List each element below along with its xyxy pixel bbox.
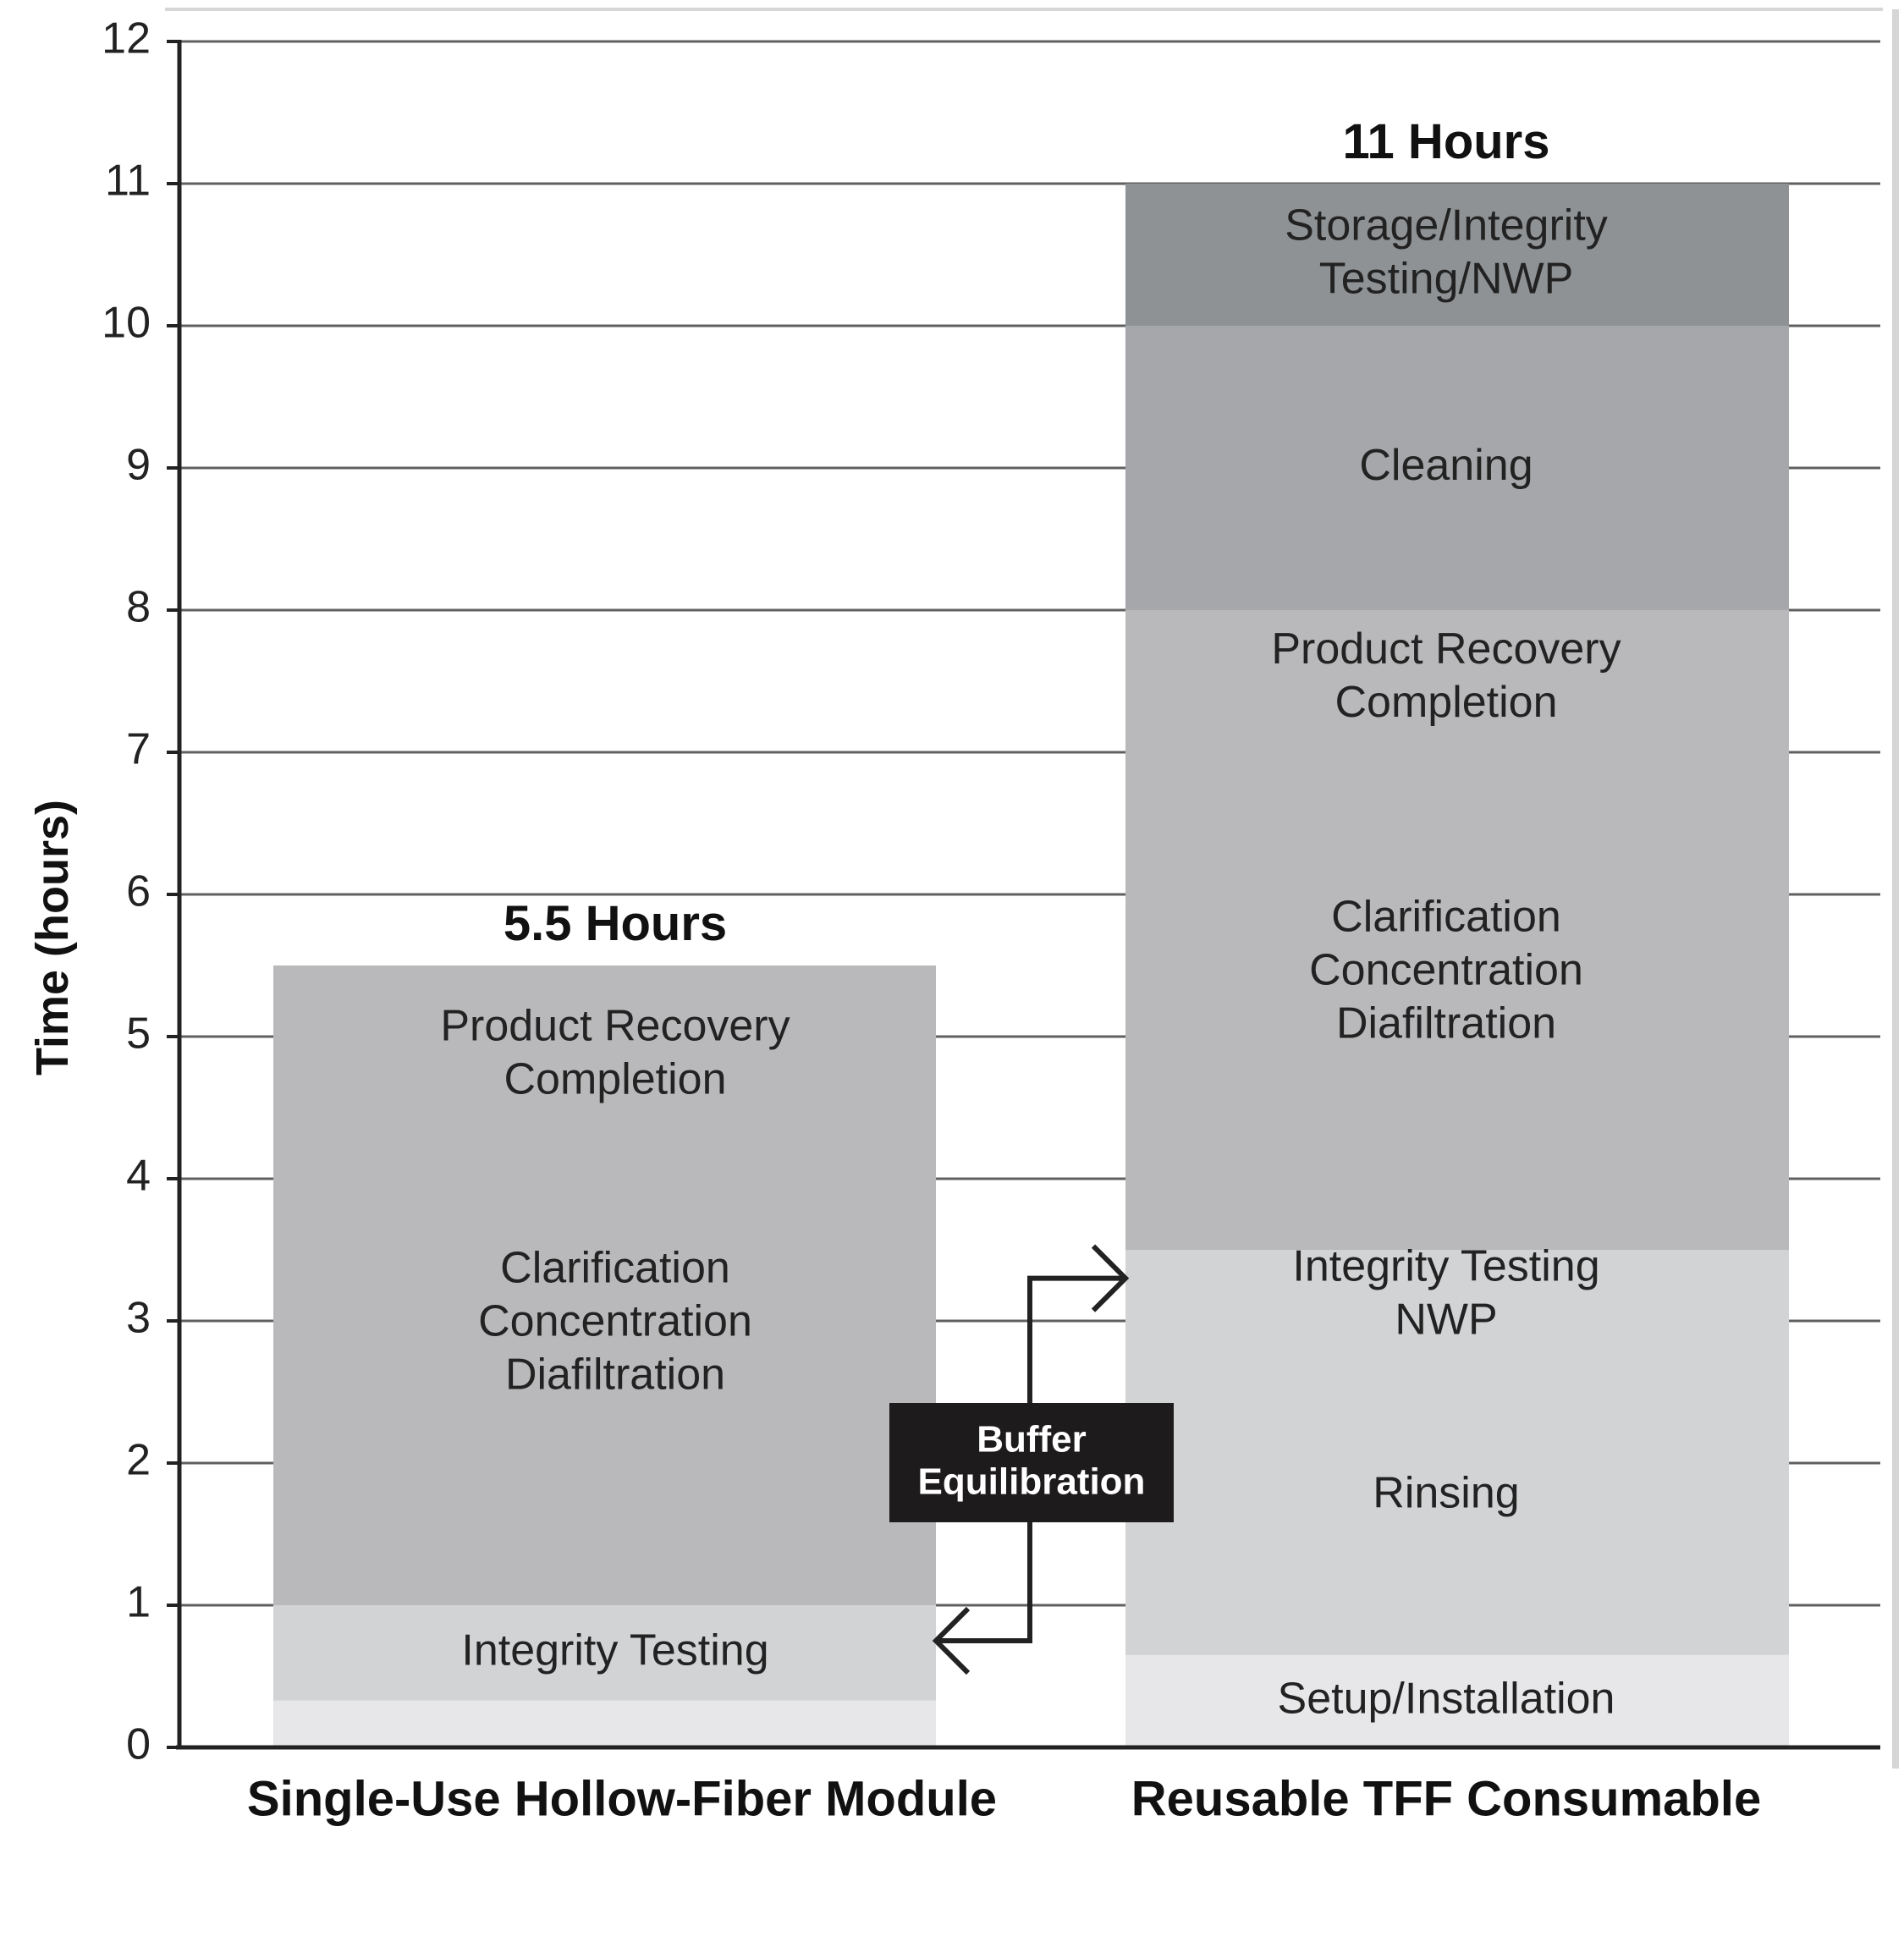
arrowhead-left [932,1606,971,1675]
segment-label-line: Diafiltration [505,1350,725,1399]
bar-segment-2-1 [1125,1654,1789,1747]
y-tick-label-5: 5 [126,1010,151,1059]
segment-label-integrity-testing-2: Integrity Testing NWP [1292,1241,1599,1344]
bar-segment-2-4 [1125,610,1789,1250]
bar-segment-1-2 [273,1605,936,1701]
segment-label-rinsing-2: Rinsing [1373,1468,1519,1517]
bar-segment-2-3 [1125,1250,1789,1463]
arrow-to-single-use [936,1278,1032,1643]
segment-label-clarification-1: Clarification Concentration Diafiltration [478,1243,752,1399]
segment-label-clarification-2: Clarification Concentration Diafiltration [1309,892,1583,1048]
bar-segment-2-7 [1125,184,1789,326]
total-label-2: 11 Hours [1343,114,1550,169]
segment-label-product-recovery-2: Product Recovery Completion [1271,624,1621,727]
segment-label-line: Diafiltration [1336,999,1556,1048]
segment-label-line: Product Recovery [1271,624,1621,674]
bar-segment-2-6 [1125,326,1789,610]
total-labels: 5.5 Hours 11 Hours [504,114,1550,951]
bar-segment-1-1 [273,1700,936,1747]
y-tick-label-8: 8 [126,583,151,632]
y-tick-label-6: 6 [126,867,151,916]
buffer-box [889,1403,1174,1522]
y-tick-label-4: 4 [126,1152,151,1201]
bar-segment-2-2 [1125,1463,1789,1655]
buffer-label: Buffer Equilibration [918,1418,1146,1502]
segment-label-cleaning-2: Cleaning [1359,441,1533,490]
segment-label-line: Cleaning [1359,441,1533,490]
y-tick-label-11: 11 [105,157,151,206]
segment-label-line: Product Recovery [440,1001,790,1050]
segment-label-line: Setup/Installation [1278,1674,1615,1723]
segment-label-setup-installation-2: Setup/Installation [1278,1674,1615,1723]
segment-label-line: Concentration [1309,945,1583,994]
segment-label-line: Integrity Testing [461,1626,768,1675]
y-tick-label-9: 9 [126,441,151,490]
y-tick-label-0: 0 [126,1720,151,1769]
y-axis-label: Time (hours) [27,800,78,1076]
segment-label-line: Concentration [478,1296,752,1345]
arrowhead-right [1091,1244,1130,1312]
y-tick-label-7: 7 [126,725,151,774]
segment-label-line: Clarification [500,1243,730,1292]
bar-segment-1-3 [273,965,936,1605]
segment-label-line: Integrity Testing [1292,1241,1599,1290]
gridlines [165,8,1899,1769]
buffer-label-line: Equilibration [918,1461,1146,1502]
segment-label-line: Storage/Integrity [1285,201,1608,250]
segment-label-line: Rinsing [1373,1468,1519,1517]
category-label-1: Single-Use Hollow-Fiber Module [247,1771,997,1826]
buffer-label-line: Buffer [977,1418,1087,1460]
segment-label-line: Testing/NWP [1319,254,1574,303]
y-tick-label-2: 2 [126,1436,151,1485]
segment-label-integrity-testing-1: Integrity Testing [461,1626,768,1675]
segment-label-line: NWP [1395,1295,1497,1344]
segment-label-line: Clarification [1331,892,1561,941]
category-label-2: Reusable TFF Consumable [1131,1771,1761,1826]
segment-label-storage-integrity-2: Storage/Integrity Testing/NWP [1285,201,1608,303]
bars [273,184,1789,1747]
segment-label-line: Completion [504,1054,726,1103]
category-labels: Single-Use Hollow-Fiber Module Reusable T… [247,1771,1761,1826]
total-label-1: 5.5 Hours [504,896,727,951]
y-tick-label-1: 1 [126,1578,151,1627]
segment-label-line: Completion [1334,678,1557,727]
y-tick-label-10: 10 [102,299,151,348]
segment-label-product-recovery-1: Product Recovery Completion [440,1001,790,1103]
buffer-annotation: Buffer Equilibration [889,1244,1174,1675]
y-tick-label-12: 12 [102,14,151,63]
y-tick-label-3: 3 [126,1294,151,1343]
